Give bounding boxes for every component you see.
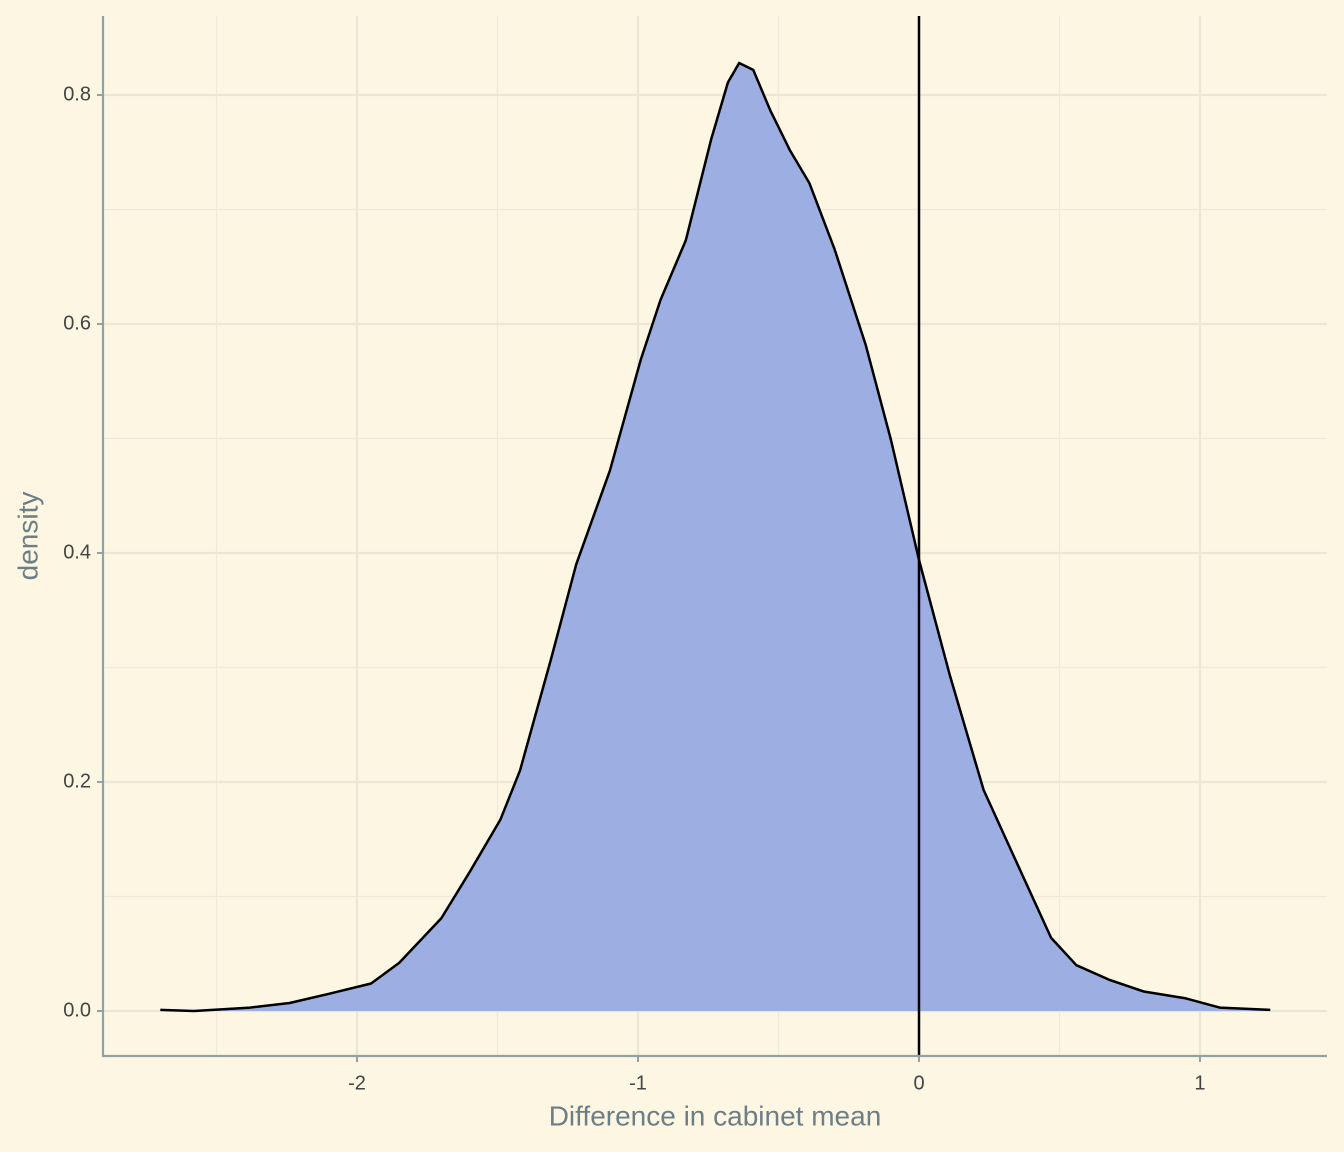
axis-line [101, 16, 1327, 1058]
y-tick-label: 0.6 [63, 312, 91, 334]
x-tick-label: -2 [348, 1072, 366, 1094]
x-axis-title: Difference in cabinet mean [549, 1100, 882, 1131]
y-tick-label: 0.4 [63, 541, 91, 563]
y-tick-label: 0.0 [63, 999, 91, 1021]
y-tick-label: 0.2 [63, 770, 91, 792]
density-area [160, 62, 1271, 1012]
x-tick-label: 1 [1194, 1072, 1205, 1094]
density-line [160, 61, 1271, 1013]
y-tick-label: 0.8 [63, 83, 91, 105]
y-axis-title: density [12, 492, 43, 581]
x-tick-label: -1 [629, 1072, 647, 1094]
x-tick-label: 0 [913, 1072, 924, 1094]
